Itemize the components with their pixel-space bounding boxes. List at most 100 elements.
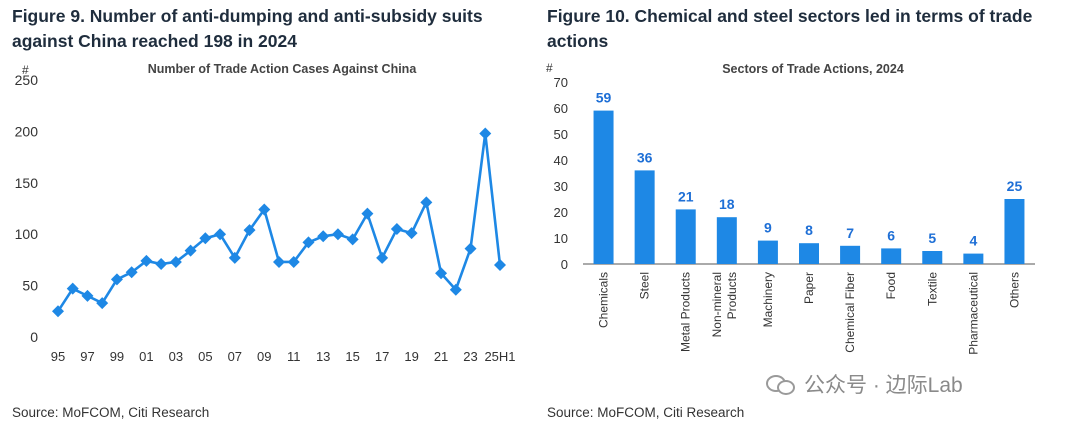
data-point (81, 289, 94, 302)
bar (757, 240, 778, 264)
data-label: 8 (805, 222, 813, 238)
y-tick-label: 0 (561, 257, 568, 272)
chart-title: Sectors of Trade Actions, 2024 (722, 62, 904, 76)
data-point (125, 266, 138, 279)
figure-10-title: Figure 10. Chemical and steel sectors le… (547, 6, 1033, 51)
data-point (420, 196, 433, 209)
bar (922, 251, 943, 264)
x-tick-label: 05 (198, 349, 212, 364)
x-tick-label: 07 (228, 349, 242, 364)
x-category-label: Machinery (761, 272, 775, 327)
bar (963, 253, 984, 264)
x-tick-label: 19 (404, 349, 418, 364)
data-label: 59 (596, 90, 612, 106)
x-tick-label: 09 (257, 349, 271, 364)
x-tick-label: 21 (434, 349, 448, 364)
x-tick-label: 11 (287, 349, 301, 364)
data-label: 18 (719, 196, 735, 212)
watermark: 公众号 · 边际Lab (766, 369, 963, 399)
data-point (376, 251, 389, 264)
watermark-text: 公众号 · 边际Lab (804, 374, 963, 397)
y-tick-label: 150 (15, 175, 39, 191)
x-category-label: Paper (802, 272, 816, 304)
data-point (155, 258, 168, 271)
data-point (140, 254, 153, 267)
y-tick-label: 40 (554, 153, 568, 168)
data-point (494, 259, 506, 272)
data-point (390, 223, 403, 236)
y-tick-label: 100 (15, 226, 39, 242)
y-tick-label: 20 (554, 205, 568, 220)
bar (799, 243, 819, 264)
data-label: 6 (887, 227, 895, 243)
figure-9-title: Figure 9. Number of anti-dumping and ant… (12, 6, 483, 51)
bar (881, 248, 902, 264)
x-tick-label: 25H1 (484, 349, 515, 364)
figure-10-source: Source: MoFCOM, Citi Research (547, 405, 745, 420)
y-tick-label: 0 (30, 329, 38, 345)
y-tick-label: 30 (554, 179, 568, 194)
data-point (435, 267, 448, 280)
x-tick-label: 03 (169, 349, 183, 364)
data-label: 4 (969, 233, 977, 249)
x-category-label: Non-mineralProducts (710, 272, 739, 337)
data-point (479, 127, 492, 140)
x-category-label: Metal Products (679, 272, 693, 352)
x-tick-label: 13 (316, 349, 330, 364)
x-category-label: Steel (638, 272, 652, 299)
x-tick-label: 97 (80, 349, 94, 364)
series-line (56, 132, 502, 313)
data-point (228, 251, 241, 264)
x-tick-label: 15 (345, 349, 359, 364)
x-category-label: Chemicals (597, 272, 611, 328)
data-point (273, 255, 285, 268)
y-tick-label: 200 (15, 123, 39, 139)
data-label: 9 (764, 220, 772, 236)
line-chart: Number of Trade Action Cases Against Chi… (15, 62, 516, 364)
x-tick-label: 99 (110, 349, 124, 364)
data-point (258, 203, 271, 216)
data-point (405, 227, 418, 240)
figure-9-panel: Figure 9. Number of anti-dumping and ant… (0, 0, 530, 427)
y-axis-label: # (546, 61, 553, 75)
data-point (243, 224, 256, 237)
data-point (346, 233, 359, 246)
x-tick-label: 17 (375, 349, 389, 364)
y-tick-label: 70 (554, 75, 568, 90)
bar (593, 110, 614, 264)
x-tick-label: 23 (463, 349, 477, 364)
x-tick-label: 01 (139, 349, 153, 364)
data-label: 36 (637, 149, 653, 165)
data-label: 21 (678, 188, 694, 204)
figure-10-panel: Figure 10. Chemical and steel sectors le… (535, 0, 1080, 427)
data-point (449, 283, 462, 296)
bar-chart: Sectors of Trade Actions, 2024 #0 10 20 30 40… (546, 61, 1035, 355)
data-point (317, 230, 330, 243)
x-category-label: Textile (925, 272, 939, 306)
data-point (214, 228, 227, 241)
data-point (184, 244, 197, 257)
bar (716, 217, 737, 264)
data-point (361, 207, 374, 220)
x-tick-label: 95 (51, 349, 65, 364)
x-category-label: Pharmaceutical (966, 272, 980, 355)
bar (634, 170, 655, 264)
y-tick-label: 50 (22, 278, 38, 294)
data-point (464, 242, 477, 255)
data-point (52, 305, 64, 318)
y-tick-label: 10 (554, 231, 568, 246)
x-category-label: Food (884, 272, 898, 299)
data-point (331, 228, 344, 241)
x-category-label: Chemical Fiber (843, 272, 857, 353)
figure-9-source: Source: MoFCOM, Citi Research (12, 405, 210, 420)
y-axis-label: # (22, 63, 29, 77)
bar (1004, 199, 1025, 264)
chart-title: Number of Trade Action Cases Against Chi… (148, 62, 418, 76)
data-point (199, 232, 212, 245)
y-tick-label: 250 (15, 72, 39, 88)
data-point (302, 236, 315, 249)
bar (840, 245, 861, 264)
data-point (66, 282, 79, 295)
data-point (110, 273, 123, 286)
bar (675, 209, 696, 264)
